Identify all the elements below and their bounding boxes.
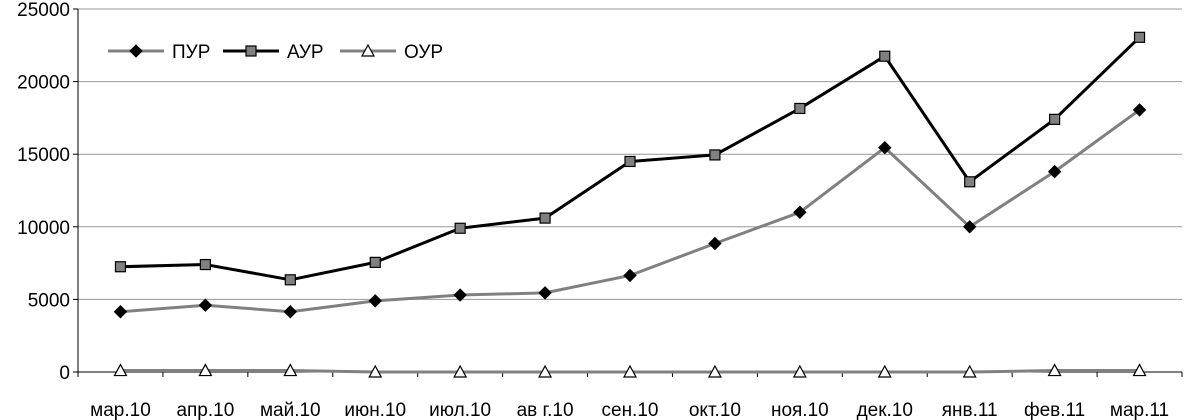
data-point xyxy=(794,102,806,115)
data-point xyxy=(453,364,468,378)
y-tick-label: 10000 xyxy=(17,218,70,239)
data-point xyxy=(793,205,807,219)
data-point xyxy=(453,288,467,302)
y-tick-label: 20000 xyxy=(17,73,70,94)
x-tick-label: сен.10 xyxy=(602,400,659,420)
legend-item: ОУР xyxy=(340,42,443,63)
legend: ПУР АУР ОУР xyxy=(108,42,443,63)
legend-item: ПУР xyxy=(108,42,210,63)
data-point xyxy=(454,222,466,234)
data-point xyxy=(962,220,977,234)
data-point xyxy=(369,256,381,268)
x-tick-label: май.10 xyxy=(260,400,321,420)
data-point xyxy=(198,363,213,377)
data-point xyxy=(199,258,211,271)
x-tick-label: ав г.10 xyxy=(517,400,574,420)
data-point xyxy=(114,261,127,273)
x-tick-label: апр.10 xyxy=(176,400,234,420)
data-point xyxy=(1132,103,1147,117)
data-point xyxy=(283,305,298,319)
data-point xyxy=(1133,31,1146,43)
data-point xyxy=(198,298,213,312)
data-point xyxy=(962,364,977,378)
data-point xyxy=(877,364,892,378)
legend-marker xyxy=(360,43,376,57)
data-point xyxy=(708,236,722,251)
gridlines xyxy=(78,8,1182,300)
x-tick-label: дек.10 xyxy=(857,400,913,420)
series-2 xyxy=(114,31,1146,286)
data-point xyxy=(113,363,128,377)
legend-marker xyxy=(245,45,257,57)
y-tick-label: 25000 xyxy=(17,0,70,21)
legend-item: АУР xyxy=(223,42,324,63)
x-tick-label: ноя.10 xyxy=(771,400,829,420)
data-point xyxy=(879,50,891,62)
series-1 xyxy=(113,103,1147,319)
y-tick-label: 15000 xyxy=(17,145,70,166)
data-point xyxy=(623,268,637,283)
x-tick-label: окт.10 xyxy=(689,400,741,420)
x-tick-label: мар.10 xyxy=(90,400,151,420)
data-point xyxy=(284,274,296,286)
x-tick-label: янв.11 xyxy=(942,400,998,420)
y-tick-labels: 0 5000 10000 15000 20000 25000 xyxy=(17,0,78,384)
data-point xyxy=(878,140,892,155)
legend-marker xyxy=(129,44,143,58)
y-tick-label: 0 xyxy=(59,363,70,384)
data-point xyxy=(1132,363,1147,377)
data-point xyxy=(709,149,721,161)
data-point xyxy=(538,364,553,378)
data-point xyxy=(368,364,383,378)
legend-label: АУР xyxy=(287,42,324,63)
data-point xyxy=(1047,363,1062,377)
x-tick-labels: мар.10 апр.10 май.10 июн.10 июл.10 ав г.10 сен… xyxy=(77,372,1183,420)
data-point xyxy=(368,294,382,308)
data-point xyxy=(283,363,298,377)
y-tick-label: 5000 xyxy=(28,290,70,311)
data-point xyxy=(539,212,551,224)
data-point xyxy=(538,286,552,300)
data-point xyxy=(622,364,638,378)
data-point xyxy=(964,176,976,188)
series-3 xyxy=(113,363,1147,378)
data-point xyxy=(1047,164,1062,179)
data-point xyxy=(1049,113,1061,125)
data-point xyxy=(792,364,807,378)
data-point xyxy=(707,364,722,378)
x-tick-label: фев.11 xyxy=(1024,400,1085,420)
data-point xyxy=(624,155,636,168)
x-tick-label: мар.11 xyxy=(1110,400,1169,420)
data-point xyxy=(113,305,128,319)
x-tick-label: июн.10 xyxy=(344,400,406,420)
legend-label: ОУР xyxy=(404,42,443,63)
legend-label: ПУР xyxy=(172,42,210,63)
x-tick-label: июл.10 xyxy=(429,400,491,420)
